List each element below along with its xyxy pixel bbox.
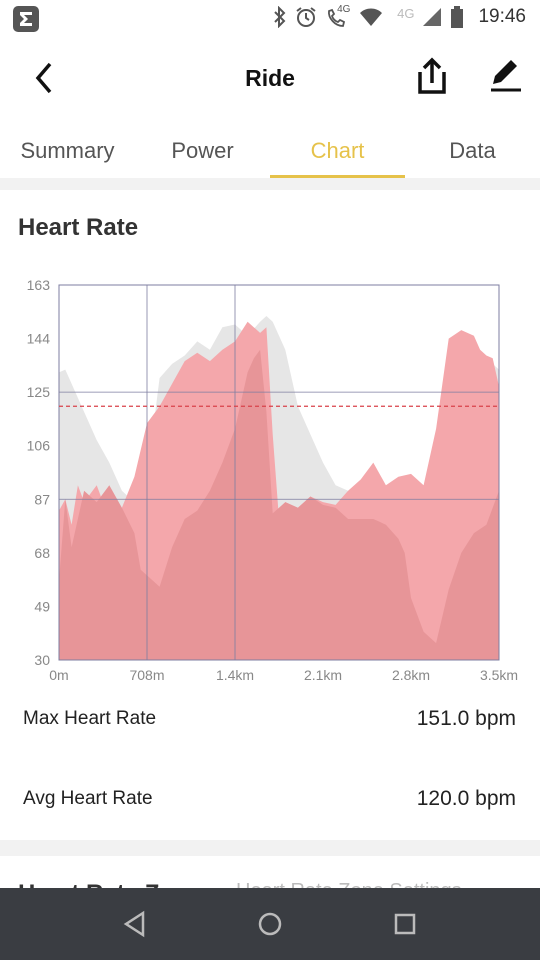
stat-value: 120.0 bpm: [416, 787, 516, 810]
stat-row-avg: Avg Heart Rate 120.0 bpm: [0, 782, 540, 822]
page-title: Ride: [245, 65, 295, 91]
share-icon[interactable]: [414, 56, 450, 96]
battery-icon: [451, 6, 464, 28]
heart-rate-card: Heart Rate 163 144 125 106 87 68 49 30 0m 708m 1.4…: [0, 190, 540, 840]
x-tick-label: 0m: [49, 667, 68, 683]
y-tick-label: 49: [34, 598, 50, 614]
signal-icon: [423, 8, 442, 26]
back-arrow-icon[interactable]: [28, 58, 64, 98]
hr-area-series-3: [59, 349, 499, 660]
y-tick-label: 106: [27, 438, 51, 454]
tab-summary[interactable]: Summary: [20, 138, 115, 163]
network-type-b: 4G: [397, 6, 415, 21]
y-tick-label: 68: [34, 545, 50, 561]
nav-recents-icon[interactable]: [389, 908, 421, 940]
stat-label: Max Heart Rate: [23, 708, 157, 729]
status-time: 19:46: [478, 6, 526, 27]
x-tick-label: 1.4km: [216, 667, 254, 683]
x-tick-label: 3.5km: [480, 667, 518, 683]
y-tick-label: 163: [27, 277, 51, 293]
stat-label: Avg Heart Rate: [23, 788, 153, 809]
system-nav-bar: [0, 888, 540, 960]
status-bar: 4G 4G 19:46: [0, 0, 540, 38]
top-app-bar: Ride: [0, 38, 540, 122]
x-tick-label: 2.1km: [304, 667, 342, 683]
chart-frame: [58, 284, 500, 661]
y-tick-label: 125: [27, 384, 51, 400]
y-tick-label: 144: [27, 331, 51, 347]
tab-data[interactable]: Data: [449, 138, 496, 163]
wifi-icon: [360, 8, 383, 26]
tab-chart[interactable]: Chart: [270, 122, 405, 178]
stat-row-max: Max Heart Rate 151.0 bpm: [0, 702, 540, 742]
y-tick-label: 87: [34, 491, 50, 507]
x-tick-label: 708m: [129, 667, 164, 683]
y-tick-label: 30: [34, 652, 50, 668]
nav-back-icon[interactable]: [119, 908, 151, 940]
app-notification-icon: [13, 6, 39, 32]
alarm-icon: [296, 7, 316, 27]
nav-home-icon[interactable]: [254, 908, 286, 940]
tab-bar: Summary Power Chart Data: [0, 122, 540, 178]
edit-pencil-icon[interactable]: [487, 56, 523, 96]
stat-value: 151.0 bpm: [416, 707, 516, 730]
x-tick-label: 2.8km: [392, 667, 430, 683]
section-title: Heart Rate: [18, 214, 139, 241]
network-type-a: 4G: [337, 4, 351, 15]
tab-power[interactable]: Power: [171, 138, 234, 163]
bluetooth-icon: [274, 6, 286, 28]
volte-call-icon: 4G: [325, 4, 351, 28]
